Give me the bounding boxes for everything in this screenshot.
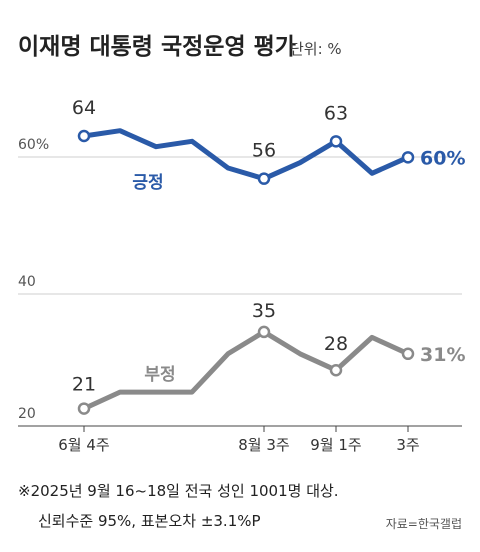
end-value-label: 31% <box>420 344 465 366</box>
series-name-label: 부정 <box>144 365 175 385</box>
chart-unit: 단위: % <box>290 40 342 58</box>
chart-header: 이재명 대통령 국정운영 평가 단위: % <box>18 34 342 60</box>
data-labels: 64 56 63 60% 21 35 28 31% <box>72 97 466 396</box>
data-point-marker <box>401 151 415 164</box>
y-tick-label: 20 <box>18 406 36 422</box>
series-lines <box>81 128 411 412</box>
data-label: 21 <box>72 374 96 396</box>
data-label: 35 <box>252 300 276 322</box>
x-tick-label: 8월 3주 <box>238 436 289 454</box>
data-point-marker <box>329 363 343 377</box>
series-line-positive <box>81 128 411 182</box>
data-point-marker <box>257 325 271 339</box>
series-name-label: 긍정 <box>132 173 163 193</box>
x-tick-label: 3주 <box>396 436 419 454</box>
note-line-1: ※2025년 9월 16~18일 전국 성인 1001명 대상. <box>18 482 339 500</box>
series-markers <box>77 129 415 415</box>
end-value-label: 60% <box>420 147 465 169</box>
data-label: 28 <box>324 333 348 355</box>
series-line-negative <box>81 329 411 412</box>
data-point-marker <box>401 347 415 361</box>
chart-footnote: ※2025년 9월 16~18일 전국 성인 1001명 대상. 신뢰수준 95… <box>18 482 462 531</box>
data-label: 56 <box>252 140 276 162</box>
source-credit: 자료=한국갤럽 <box>386 517 462 531</box>
data-label: 64 <box>72 97 96 119</box>
x-tick-label: 6월 4주 <box>58 436 109 454</box>
note-line-2: 신뢰수준 95%, 표본오차 ±3.1%P <box>38 512 261 530</box>
data-point-marker <box>257 172 271 185</box>
chart-title: 이재명 대통령 국정운영 평가 <box>18 34 296 60</box>
data-point-marker <box>77 402 91 415</box>
data-point-marker <box>77 129 91 143</box>
x-axis: 6월 4주 8월 3주 9월 1주 3주 <box>18 425 462 454</box>
y-axis-ticks: 60% 40 20 <box>18 137 49 422</box>
y-tick-label: 60% <box>18 137 49 153</box>
x-tick-label: 9월 1주 <box>310 436 361 454</box>
y-tick-label: 40 <box>18 274 36 290</box>
data-label: 63 <box>324 102 348 124</box>
data-point-marker <box>329 135 343 148</box>
